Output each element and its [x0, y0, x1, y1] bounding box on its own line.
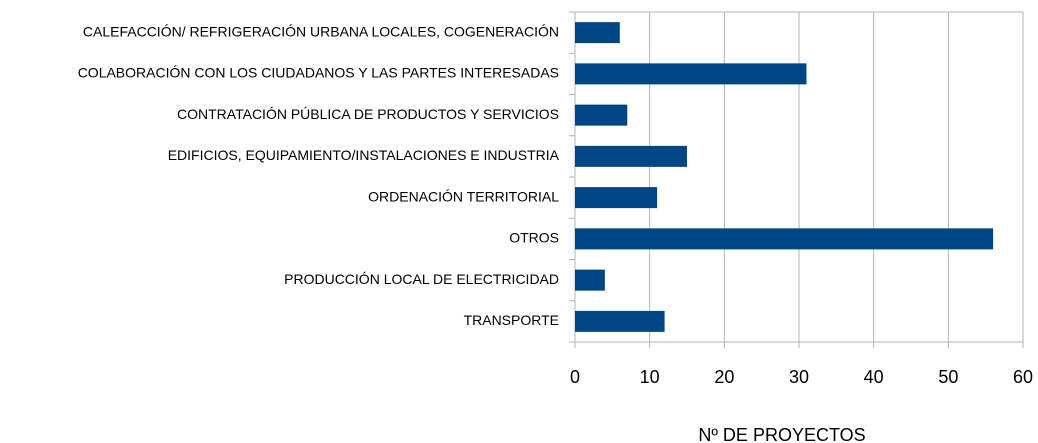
x-tick-label: 50 — [938, 367, 958, 387]
bar — [575, 310, 665, 332]
bar — [575, 63, 807, 85]
x-tick-label: 0 — [570, 367, 580, 387]
y-tick-label: PRODUCCIÓN LOCAL DE ELECTRICIDAD — [284, 271, 559, 287]
bar — [575, 104, 628, 126]
y-tick-label: TRANSPORTE — [464, 312, 559, 328]
x-tick-label: 20 — [714, 367, 734, 387]
y-tick-label: CALEFACCIÓN/ REFRIGERACIÓN URBANA LOCALE… — [83, 23, 559, 39]
x-axis-label: Nº DE PROYECTOS — [698, 425, 865, 443]
x-tick-label: 60 — [1013, 367, 1033, 387]
x-tick-label: 30 — [789, 367, 809, 387]
x-tick-label: 10 — [640, 367, 660, 387]
bar — [575, 269, 605, 291]
bar — [575, 228, 994, 250]
y-tick-label: COLABORACIÓN CON LOS CIUDADANOS Y LAS PA… — [78, 65, 559, 81]
bar — [575, 22, 620, 44]
y-tick-label: CONTRATACIÓN PÚBLICA DE PRODUCTOS Y SERV… — [177, 106, 559, 122]
y-tick-label: EDIFICIOS, EQUIPAMIENTO/INSTALACIONES E … — [168, 147, 560, 163]
bar — [575, 145, 687, 167]
y-tick-label: OTROS — [509, 230, 559, 246]
bar — [575, 187, 658, 209]
y-tick-label: ORDENACIÓN TERRITORIAL — [368, 188, 559, 204]
x-tick-label: 40 — [864, 367, 884, 387]
